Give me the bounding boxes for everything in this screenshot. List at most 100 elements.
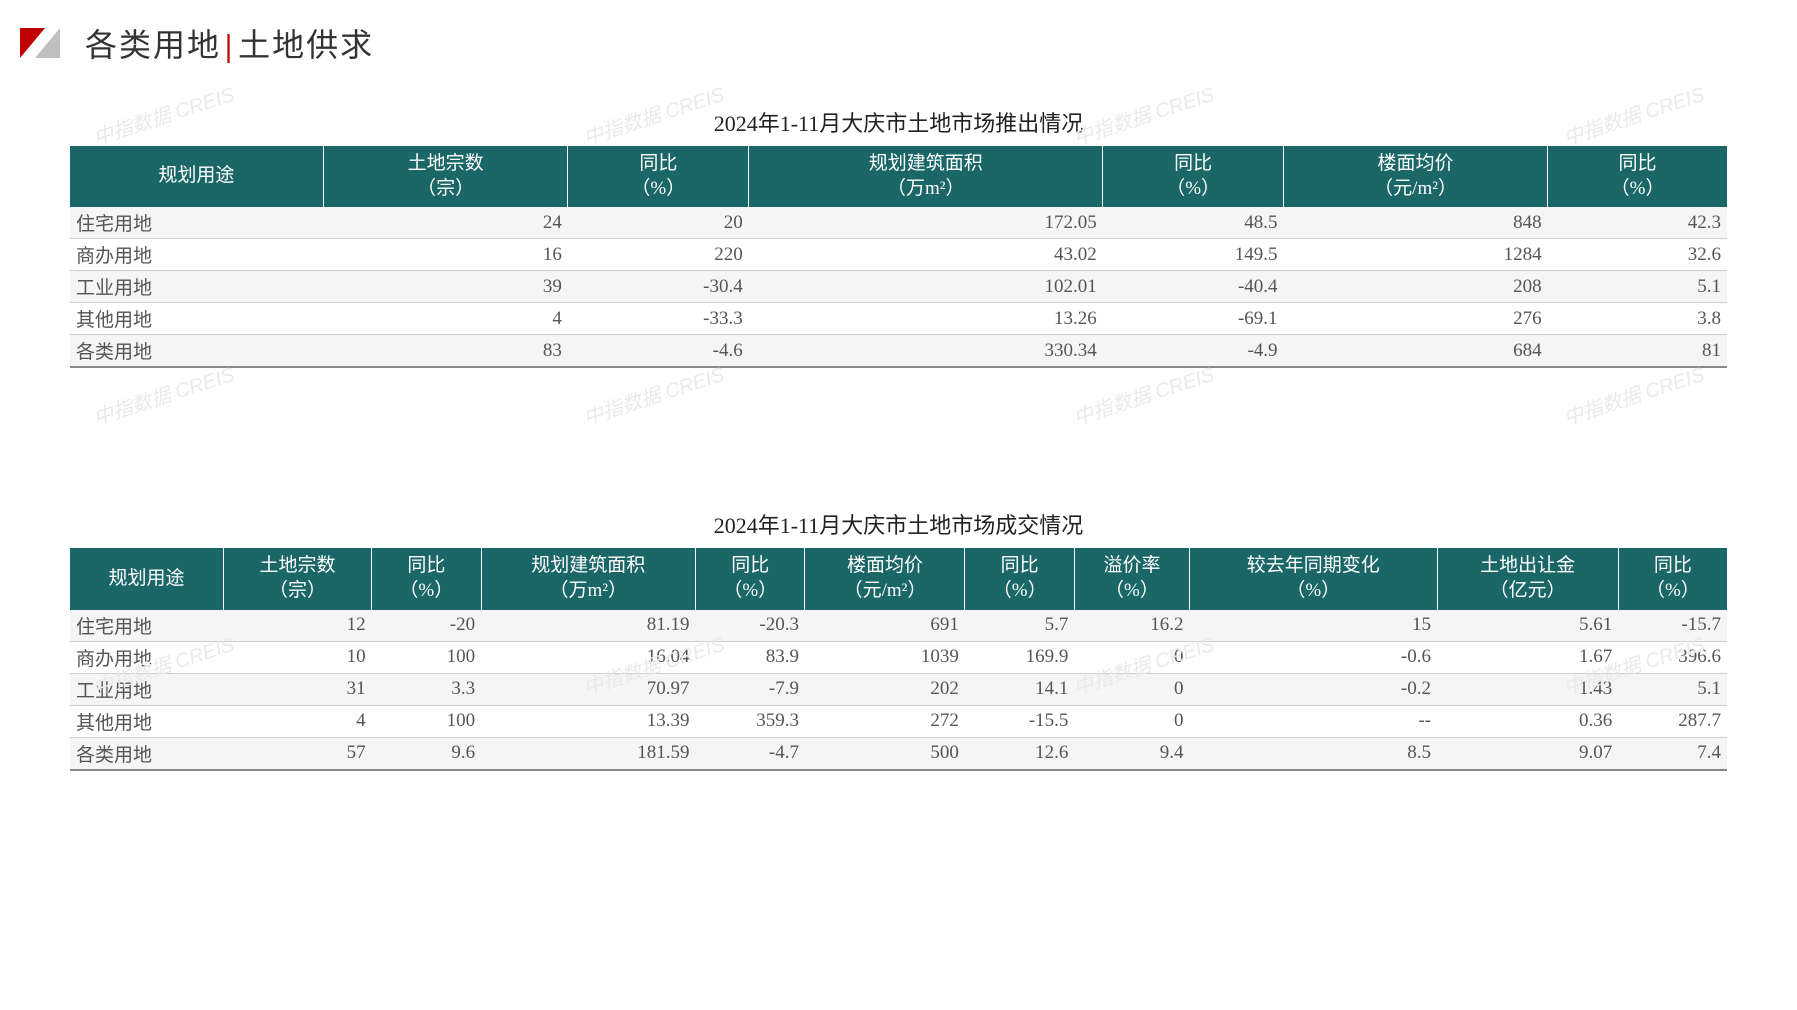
table-header-cell: 较去年同期变化（%） <box>1189 548 1437 609</box>
table-cell: 172.05 <box>749 207 1103 239</box>
table-header-cell: 楼面均价（元/m²） <box>805 548 965 609</box>
table-cell: 工业用地 <box>70 271 323 303</box>
table-cell: 48.5 <box>1103 207 1284 239</box>
table-cell: 691 <box>805 610 965 642</box>
page-title: 各类用地|土地供求 <box>85 20 374 66</box>
table-cell: 181.59 <box>481 737 695 770</box>
logo-icon <box>20 28 70 58</box>
table-cell: 5.61 <box>1437 610 1618 642</box>
table-cell: -20 <box>372 610 482 642</box>
table-cell: 各类用地 <box>70 737 223 770</box>
table-cell: 1039 <box>805 641 965 673</box>
table-cell: 13.39 <box>481 705 695 737</box>
table-cell: 24 <box>323 207 568 239</box>
table-cell: 39 <box>323 271 568 303</box>
table-cell: 43.02 <box>749 239 1103 271</box>
table-cell: 工业用地 <box>70 673 223 705</box>
table-cell: 8.5 <box>1189 737 1437 770</box>
section-table2: 2024年1-11月大庆市土地市场成交情况 规划用途土地宗数（宗）同比（%）规划… <box>0 378 1797 780</box>
table-cell: 0 <box>1074 673 1189 705</box>
table-cell: -0.2 <box>1189 673 1437 705</box>
table-header-cell: 同比（%） <box>372 548 482 609</box>
table-cell: 220 <box>568 239 749 271</box>
table-cell: 各类用地 <box>70 335 323 368</box>
table-cell: 4 <box>323 303 568 335</box>
table-cell: 商办用地 <box>70 641 223 673</box>
table-row: 其他用地410013.39359.3272-15.50--0.36287.7 <box>70 705 1727 737</box>
table-cell: 500 <box>805 737 965 770</box>
table-header-cell: 同比（%） <box>1618 548 1727 609</box>
table-row: 工业用地313.370.97-7.920214.10-0.21.435.1 <box>70 673 1727 705</box>
table-cell: 42.3 <box>1548 207 1727 239</box>
table-cell: 0.36 <box>1437 705 1618 737</box>
table-cell: 5.1 <box>1548 271 1727 303</box>
table-row: 其他用地4-33.313.26-69.12763.8 <box>70 303 1727 335</box>
title-right: 土地供求 <box>238 27 374 63</box>
table-header-cell: 土地宗数（宗） <box>323 146 568 207</box>
table-cell: 16 <box>323 239 568 271</box>
table-cell: 15 <box>1189 610 1437 642</box>
section-table1: 2024年1-11月大庆市土地市场推出情况 规划用途土地宗数（宗）同比（%）规划… <box>0 76 1797 378</box>
table-header-cell: 土地宗数（宗） <box>223 548 371 609</box>
table-row: 各类用地83-4.6330.34-4.968481 <box>70 335 1727 368</box>
table-header-cell: 同比（%） <box>568 146 749 207</box>
table-cell: 10 <box>223 641 371 673</box>
table-header-cell: 同比（%） <box>1103 146 1284 207</box>
table-cell: 3.8 <box>1548 303 1727 335</box>
table-cell: 848 <box>1284 207 1548 239</box>
table-header-cell: 规划用途 <box>70 146 323 207</box>
table-cell: -4.9 <box>1103 335 1284 368</box>
table-cell: 商办用地 <box>70 239 323 271</box>
table-cell: 57 <box>223 737 371 770</box>
table-row: 住宅用地12-2081.19-20.36915.716.2155.61-15.7 <box>70 610 1727 642</box>
table-cell: 83.9 <box>695 641 805 673</box>
table-cell: 16.04 <box>481 641 695 673</box>
table-header-cell: 规划建筑面积（万m²） <box>749 146 1103 207</box>
table-cell: 4 <box>223 705 371 737</box>
table-cell: 7.4 <box>1618 737 1727 770</box>
table-header-cell: 规划用途 <box>70 548 223 609</box>
table-row: 住宅用地2420172.0548.584842.3 <box>70 207 1727 239</box>
table-cell: 330.34 <box>749 335 1103 368</box>
table-cell: -15.5 <box>965 705 1075 737</box>
table-cell: 1284 <box>1284 239 1548 271</box>
table-cell: -20.3 <box>695 610 805 642</box>
table-cell: 3.3 <box>372 673 482 705</box>
table-cell: -4.6 <box>568 335 749 368</box>
table-cell: 102.01 <box>749 271 1103 303</box>
table-header-cell: 同比（%） <box>1548 146 1727 207</box>
page-header: 各类用地|土地供求 <box>0 0 1797 76</box>
table2: 规划用途土地宗数（宗）同比（%）规划建筑面积（万m²）同比（%）楼面均价（元/m… <box>70 548 1727 770</box>
table-header-cell: 楼面均价（元/m²） <box>1284 146 1548 207</box>
table-cell: 13.26 <box>749 303 1103 335</box>
table-cell: -30.4 <box>568 271 749 303</box>
table-cell: 12.6 <box>965 737 1075 770</box>
table-cell: 272 <box>805 705 965 737</box>
table-cell: 12 <box>223 610 371 642</box>
table-cell: 359.3 <box>695 705 805 737</box>
table-cell: 1.67 <box>1437 641 1618 673</box>
table-cell: 9.07 <box>1437 737 1618 770</box>
table-cell: -- <box>1189 705 1437 737</box>
table-cell: 276 <box>1284 303 1548 335</box>
table-cell: 684 <box>1284 335 1548 368</box>
table-cell: -15.7 <box>1618 610 1727 642</box>
table-header-cell: 土地出让金（亿元） <box>1437 548 1618 609</box>
table-cell: 0 <box>1074 641 1189 673</box>
title-separator: | <box>221 27 238 63</box>
table-cell: 169.9 <box>965 641 1075 673</box>
table-cell: 1.43 <box>1437 673 1618 705</box>
table-cell: -69.1 <box>1103 303 1284 335</box>
table-cell: 其他用地 <box>70 705 223 737</box>
table-cell: -40.4 <box>1103 271 1284 303</box>
table-row: 工业用地39-30.4102.01-40.42085.1 <box>70 271 1727 303</box>
table-cell: 149.5 <box>1103 239 1284 271</box>
table-cell: 100 <box>372 641 482 673</box>
table-cell: 16.2 <box>1074 610 1189 642</box>
table-cell: -7.9 <box>695 673 805 705</box>
table2-title: 2024年1-11月大庆市土地市场成交情况 <box>70 508 1727 540</box>
table-header-cell: 同比（%） <box>965 548 1075 609</box>
table-cell: 70.97 <box>481 673 695 705</box>
table-cell: 208 <box>1284 271 1548 303</box>
table-cell: 5.1 <box>1618 673 1727 705</box>
